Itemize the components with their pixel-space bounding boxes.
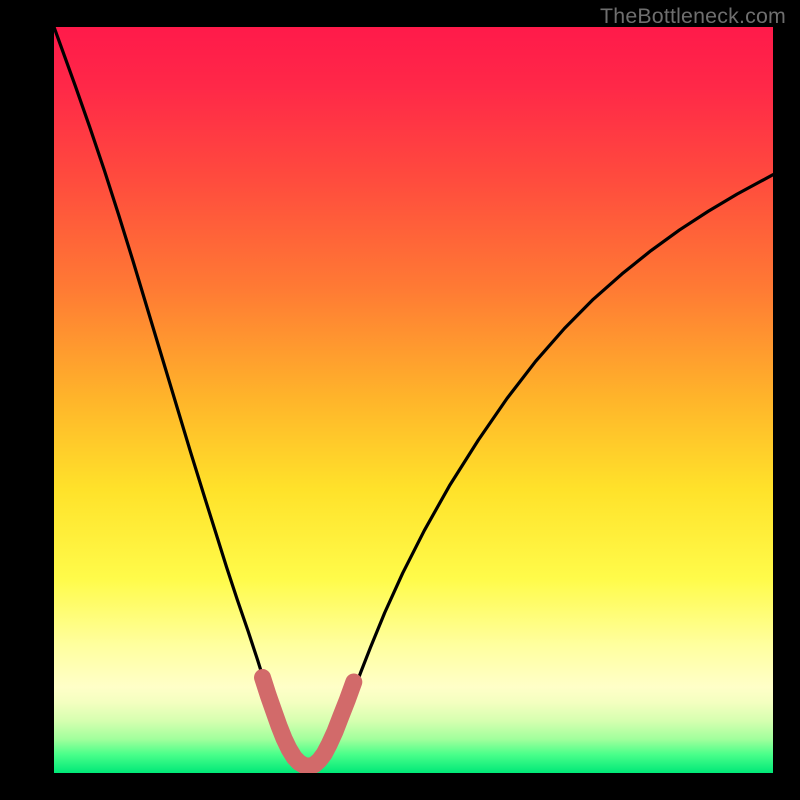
- gradient-background: [54, 27, 773, 773]
- chart-container: TheBottleneck.com: [0, 0, 800, 800]
- attribution-label: TheBottleneck.com: [600, 4, 786, 29]
- bottleneck-curve-chart: [0, 0, 800, 800]
